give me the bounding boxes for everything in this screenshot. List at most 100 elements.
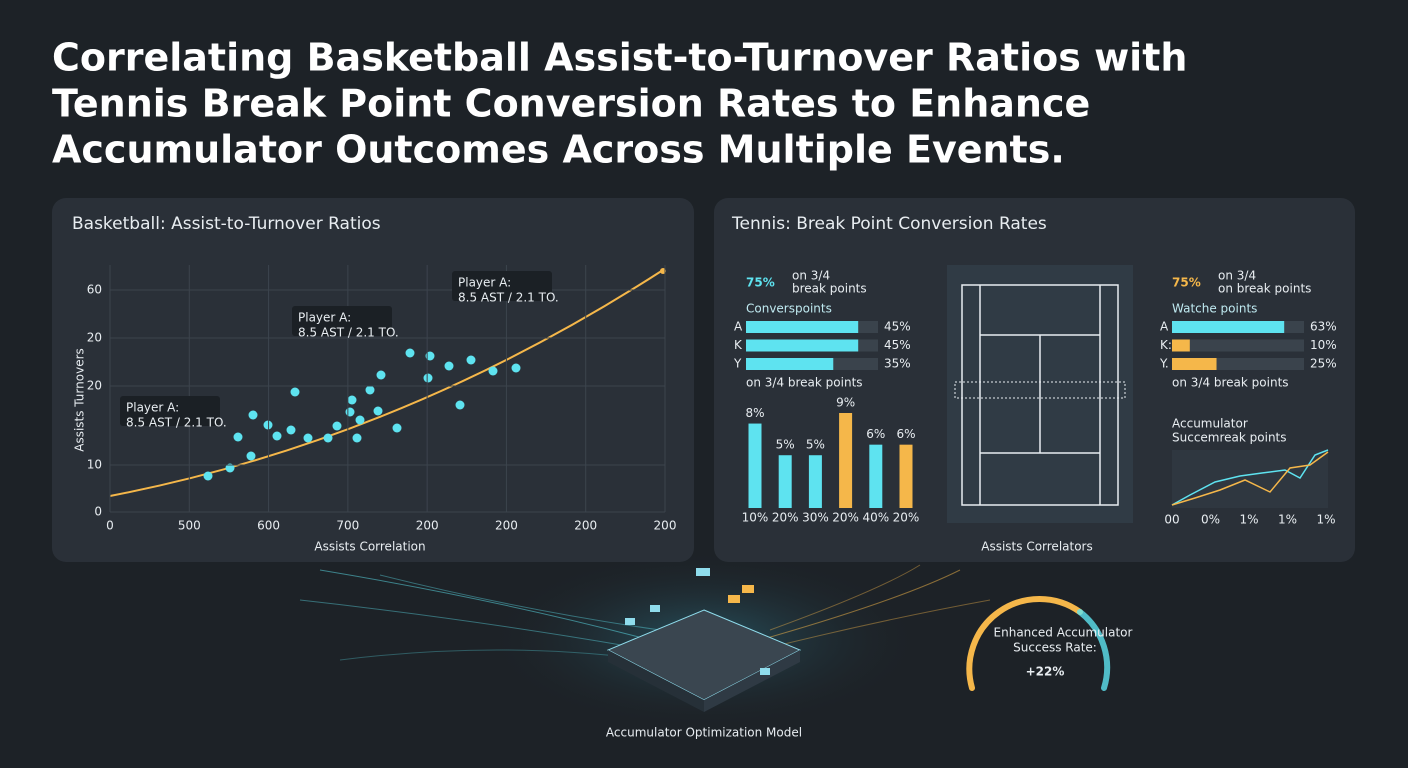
x-tick-label: 1% [1316, 513, 1335, 527]
column [778, 455, 792, 508]
title: Correlating Basketball Assist-to-Turnove… [52, 36, 1187, 172]
gauge-text: Success Rate: [1013, 641, 1097, 655]
column [869, 444, 883, 508]
headline: 75% [746, 276, 775, 290]
column-label: 6% [866, 427, 885, 441]
y-tick-label: 20 [87, 379, 102, 393]
x-tick-label: 600 [257, 519, 280, 533]
headline-sub: on 3/4 [1218, 269, 1256, 283]
gauge-text: Enhanced Accumulator [994, 626, 1133, 640]
x-tick-label: 200 [416, 519, 439, 533]
panel-title: Tennis: Break Point Conversion Rates [731, 214, 1047, 234]
row-label: A [734, 320, 743, 334]
x-tick-label: 30% [802, 511, 829, 525]
block-label: Watche points [1172, 302, 1257, 316]
bar [1172, 339, 1190, 352]
column-label: 5% [806, 438, 825, 452]
annotation-name: Player A: [458, 276, 511, 290]
column [839, 413, 853, 508]
block-note: on 3/4 break points [1172, 376, 1289, 390]
x-tick-label: 0% [1201, 513, 1220, 527]
headline-sub: on 3/4 [792, 269, 830, 283]
y-axis-label: Assists Turnovers [73, 348, 87, 452]
line-chart-bg [1172, 450, 1328, 508]
annotation-box [452, 271, 552, 301]
row-label: A [1160, 320, 1169, 334]
court-label: Assists Correlators [981, 540, 1093, 554]
annotation-text: 8.5 AST / 2.1 TO. [126, 416, 227, 430]
x-tick-label: 00 [1164, 513, 1179, 527]
trend-curve [109, 269, 664, 497]
bar-label: 63% [1310, 320, 1337, 334]
annotation-name: Player A: [126, 401, 179, 415]
panel-title: Basketball: Assist-to-Turnover Ratios [72, 214, 381, 234]
row-label: Y [733, 357, 742, 371]
x-tick-label: 200 [574, 519, 597, 533]
y-tick-label: 10 [87, 458, 102, 472]
annotation-text: 8.5 AST / 2.1 TO. [298, 326, 399, 340]
line-series [1171, 451, 1329, 506]
model-label: Accumulator Optimization Model [606, 726, 802, 740]
y-tick-label: 0 [94, 505, 102, 519]
line-series [1171, 449, 1329, 506]
x-tick-label: 500 [178, 519, 201, 533]
bar-label: 10% [1310, 338, 1337, 352]
bar-track [1172, 339, 1304, 352]
bar-label: 45% [884, 320, 911, 334]
column [899, 444, 913, 508]
column-label: 8% [745, 406, 764, 420]
bar [1172, 358, 1217, 370]
gauge-arc [966, 596, 1083, 691]
x-tick-label: 20% [772, 511, 799, 525]
model-chip [606, 568, 802, 712]
annotation-text: 8.5 AST / 2.1 TO. [458, 291, 559, 305]
row-label: K [734, 338, 743, 352]
x-axis-label: Assists Correlation [314, 540, 425, 554]
bar-label: 35% [884, 357, 911, 371]
headline-sub: on break points [1218, 282, 1311, 296]
bar [746, 321, 859, 333]
column [808, 455, 822, 508]
headline-sub: break points [792, 282, 867, 296]
block-note: on 3/4 break points [746, 376, 863, 390]
row-label: Y. [1159, 357, 1169, 371]
x-tick-label: 40% [862, 511, 889, 525]
column-label: 6% [896, 427, 915, 441]
accumulator-title: Accumulator [1172, 417, 1248, 431]
scatter-points [203, 348, 521, 481]
bar-label: 25% [1310, 357, 1337, 371]
x-tick-label: 0 [106, 519, 114, 533]
annotation-box [120, 396, 220, 426]
gauge-arc [1077, 609, 1111, 691]
bar [746, 339, 859, 352]
annotation-box [292, 306, 392, 336]
x-tick-label: 700 [336, 519, 359, 533]
tennis-court [954, 284, 1126, 506]
x-tick-label: 200 [495, 519, 518, 533]
x-tick-label: 20% [893, 511, 920, 525]
block-label: Converspoints [746, 302, 832, 316]
x-tick-label: 20% [832, 511, 859, 525]
x-tick-label: 1% [1278, 513, 1297, 527]
y-tick-label: 60 [87, 283, 102, 297]
headline: 75% [1172, 276, 1201, 290]
panel [52, 198, 694, 562]
y-tick-label: 20 [87, 331, 102, 345]
column-label: 5% [776, 438, 795, 452]
x-tick-label: 10% [742, 511, 769, 525]
row-label: K: [1160, 338, 1172, 352]
x-tick-label: 1% [1239, 513, 1258, 527]
x-tick-label: 200 [654, 519, 677, 533]
title-line: Correlating Basketball Assist-to-Turnove… [52, 36, 1187, 80]
column [748, 423, 762, 508]
annotation-name: Player A: [298, 311, 351, 325]
title-line: Accumulator Outcomes Across Multiple Eve… [52, 128, 1065, 172]
bar [746, 358, 834, 370]
title-line: Tennis Break Point Conversion Rates to E… [52, 82, 1090, 126]
flow-lines [299, 564, 991, 661]
bar [1172, 321, 1285, 333]
gauge-value: +22% [1026, 665, 1065, 679]
bar-label: 45% [884, 338, 911, 352]
accumulator-sub: Succemreak points [1172, 431, 1287, 445]
